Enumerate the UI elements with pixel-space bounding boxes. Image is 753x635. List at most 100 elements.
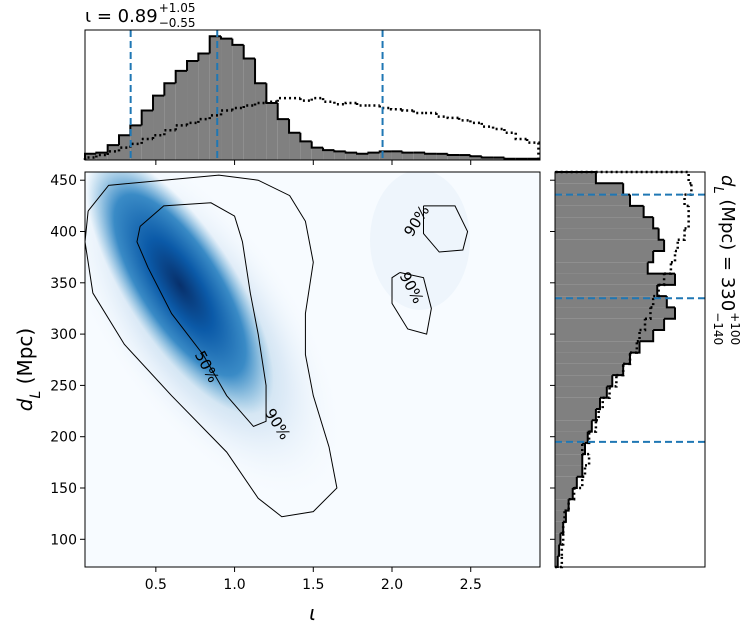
- histogram-prior: [446, 116, 460, 120]
- histogram-bar: [311, 147, 324, 160]
- histogram-outline: [630, 341, 641, 354]
- histogram-prior: [670, 251, 677, 264]
- histogram-bar: [266, 103, 278, 160]
- panel-title-sub: −0.55: [159, 16, 196, 30]
- histogram-outline: [356, 152, 369, 155]
- histogram-outline: [653, 239, 666, 252]
- histogram-outline: [106, 144, 120, 153]
- histogram-prior: [174, 124, 188, 131]
- histogram-bar: [323, 150, 335, 160]
- histogram-bar: [300, 141, 312, 160]
- histogram-bar: [425, 153, 437, 160]
- histogram-prior: [609, 375, 618, 388]
- y-tick-label: 300: [50, 327, 77, 343]
- histogram-outline: [152, 94, 165, 111]
- histogram-bar: [459, 155, 471, 160]
- histogram-outline: [333, 150, 346, 153]
- histogram-prior: [469, 120, 482, 125]
- y-tick-label: 100: [50, 532, 77, 548]
- histogram-outline: [367, 151, 380, 154]
- x-tick-label: 2.5: [460, 577, 482, 593]
- histogram-bar: [391, 151, 403, 160]
- histogram-prior: [650, 296, 655, 309]
- histogram-outline: [557, 544, 561, 557]
- y-axis-label-part: (Mpc): [13, 328, 37, 391]
- histogram-outline: [174, 69, 188, 84]
- histogram-bar: [555, 397, 600, 409]
- x-tick-label: 1.5: [302, 577, 324, 593]
- histogram-bar: [289, 132, 301, 160]
- histogram-prior: [389, 107, 403, 111]
- histogram-bar: [187, 60, 199, 161]
- side-label-sub: −140: [711, 312, 725, 345]
- histogram-prior: [561, 533, 565, 546]
- histogram-bar: [555, 172, 596, 184]
- histogram-bar: [357, 153, 369, 160]
- histogram-prior: [401, 109, 414, 112]
- histogram-prior: [636, 330, 641, 343]
- histogram-prior: [265, 100, 278, 104]
- y-axis-label-part: d: [13, 398, 37, 411]
- histogram-outline: [265, 83, 278, 105]
- histogram-bar: [85, 153, 97, 160]
- histogram-prior: [299, 98, 312, 102]
- histogram-prior: [457, 117, 471, 122]
- side-label-sup: +100: [728, 312, 742, 345]
- panel-title: ι = 0.89: [85, 6, 158, 27]
- axes-frame: [554, 171, 706, 568]
- histogram-prior: [653, 284, 660, 298]
- histogram-outline: [480, 156, 494, 159]
- y-tick-label: 250: [50, 378, 77, 394]
- histogram-outline: [664, 307, 676, 320]
- histogram-bar: [555, 454, 583, 466]
- histogram-prior: [185, 121, 199, 126]
- histogram-prior: [435, 112, 448, 118]
- histogram-bar: [555, 375, 613, 387]
- histogram-outline: [665, 296, 675, 309]
- histogram-outline: [629, 194, 644, 207]
- histogram-prior: [623, 352, 632, 366]
- histogram-bar: [175, 70, 188, 160]
- histogram-outline: [299, 132, 312, 143]
- histogram-prior: [630, 341, 639, 354]
- panel-title-sup: +1.05: [159, 1, 196, 15]
- histogram-prior: [574, 476, 584, 490]
- histogram-prior: [163, 129, 176, 136]
- histogram-bar: [555, 431, 588, 443]
- histogram-outline: [591, 409, 597, 422]
- y-axis-label: dL (Mpc): [13, 328, 44, 411]
- y-tick-label: 400: [50, 225, 77, 241]
- histogram-bar: [555, 442, 585, 455]
- histogram-prior: [585, 454, 591, 467]
- x-tick-label: 2.0: [381, 577, 403, 593]
- histogram-prior: [675, 239, 679, 253]
- histogram-bar: [555, 363, 624, 376]
- histogram-prior: [140, 137, 154, 144]
- histogram-outline: [622, 183, 630, 196]
- histogram-prior: [491, 126, 505, 131]
- histogram-prior: [564, 499, 570, 512]
- histogram-bar: [555, 183, 624, 195]
- histogram-prior: [253, 101, 267, 106]
- histogram-bar: [447, 155, 460, 160]
- x-tick-label: 0.5: [145, 577, 167, 593]
- histogram-prior: [645, 307, 652, 320]
- contour-line: [136, 202, 267, 428]
- histogram-prior: [344, 101, 358, 105]
- histogram-outline: [254, 58, 267, 85]
- histogram-prior: [503, 129, 516, 135]
- histogram-bar: [555, 205, 644, 218]
- histogram-outline: [559, 533, 562, 546]
- histogram-bar: [96, 152, 108, 160]
- y-tick-label: 200: [50, 430, 77, 446]
- histogram-prior: [658, 273, 666, 287]
- axes-frame: [84, 171, 541, 568]
- x-tick-label: 1.0: [223, 577, 245, 593]
- histogram-bar: [555, 307, 675, 319]
- histogram-bar: [368, 152, 380, 160]
- side-label: dL (Mpc) = 330+100−140: [711, 175, 743, 345]
- histogram-outline: [220, 36, 233, 40]
- histogram-bar: [493, 157, 505, 160]
